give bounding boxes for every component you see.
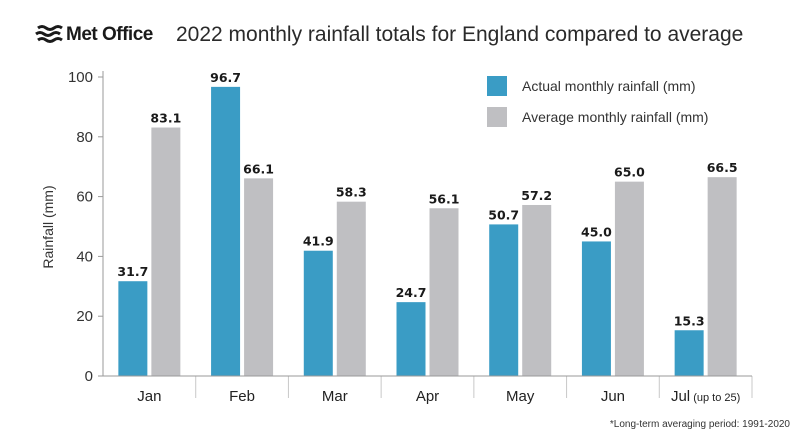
y-tick-label: 80 xyxy=(76,129,93,146)
x-category-label: Jun xyxy=(601,388,625,405)
bar-actual xyxy=(581,241,611,376)
bar-average xyxy=(336,201,366,376)
x-category-label: Apr xyxy=(416,388,439,405)
bar-average xyxy=(522,204,552,376)
value-label-average: 83.1 xyxy=(150,111,181,126)
bar-actual xyxy=(489,224,519,376)
footnote: *Long-term averaging period: 1991-2020 xyxy=(610,419,791,430)
legend-label-average: Average monthly rainfall (mm) xyxy=(522,109,708,125)
value-labels: 31.7 83.1 96.7 66.1 41.9 58.3 24.7 56.1 50.757.2… xyxy=(117,70,737,328)
value-label-average: 57.2 xyxy=(521,188,552,203)
x-category-label: May xyxy=(506,388,535,405)
bar-actual xyxy=(211,86,241,376)
bar-actual xyxy=(118,281,148,376)
value-label-average: 66.5 xyxy=(707,160,738,175)
bar-average xyxy=(614,181,644,376)
y-tick-label: 0 xyxy=(85,368,93,385)
met-office-logo: Met Office xyxy=(35,24,153,45)
value-label-actual: 41.9 xyxy=(303,234,334,249)
y-axis-ticks: 0 20 40 60 80 100 xyxy=(68,69,103,385)
value-label-average: 66.1 xyxy=(243,161,274,176)
legend-swatch-average xyxy=(487,107,507,127)
value-label-average: 58.3 xyxy=(336,185,367,200)
value-label-actual: 96.7 xyxy=(210,70,241,85)
y-tick-label: 20 xyxy=(76,308,93,325)
y-tick-label: 100 xyxy=(68,69,93,86)
bar-actual xyxy=(396,302,426,376)
x-axis-categories: Jan Feb Mar Apr May Jun Jul (up to 25) xyxy=(137,388,740,405)
legend-label-actual: Actual monthly rainfall (mm) xyxy=(522,78,696,94)
category-separators xyxy=(195,376,753,398)
bar-actual xyxy=(303,250,333,376)
value-label-actual: 31.7 xyxy=(117,264,148,279)
x-category-label: Jul (up to 25) xyxy=(671,388,740,405)
value-label-actual: 24.7 xyxy=(396,285,427,300)
bar-average xyxy=(151,127,181,376)
value-label-average: 56.1 xyxy=(429,191,460,206)
x-category-label: Mar xyxy=(322,388,348,405)
bar-average xyxy=(429,208,459,376)
x-category-label: Jan xyxy=(137,388,161,405)
value-label-average: 65.0 xyxy=(614,165,645,180)
y-axis-label: Rainfall (mm) xyxy=(40,185,56,268)
logo-text: Met Office xyxy=(66,24,153,45)
bars xyxy=(118,86,737,376)
y-tick-label: 40 xyxy=(76,248,93,265)
bar-average xyxy=(707,177,737,376)
legend: Actual monthly rainfall (mm) Average mon… xyxy=(487,76,708,127)
x-category-label: Feb xyxy=(229,388,255,405)
bar-actual xyxy=(674,330,704,376)
value-label-actual: 45.0 xyxy=(581,224,612,239)
logo-icon xyxy=(35,25,63,43)
chart-title: 2022 monthly rainfall totals for England… xyxy=(176,23,743,46)
y-tick-label: 60 xyxy=(76,189,93,206)
value-label-actual: 50.7 xyxy=(488,207,519,222)
legend-swatch-actual xyxy=(487,76,507,96)
value-label-actual: 15.3 xyxy=(674,313,705,328)
bar-average xyxy=(244,178,274,376)
